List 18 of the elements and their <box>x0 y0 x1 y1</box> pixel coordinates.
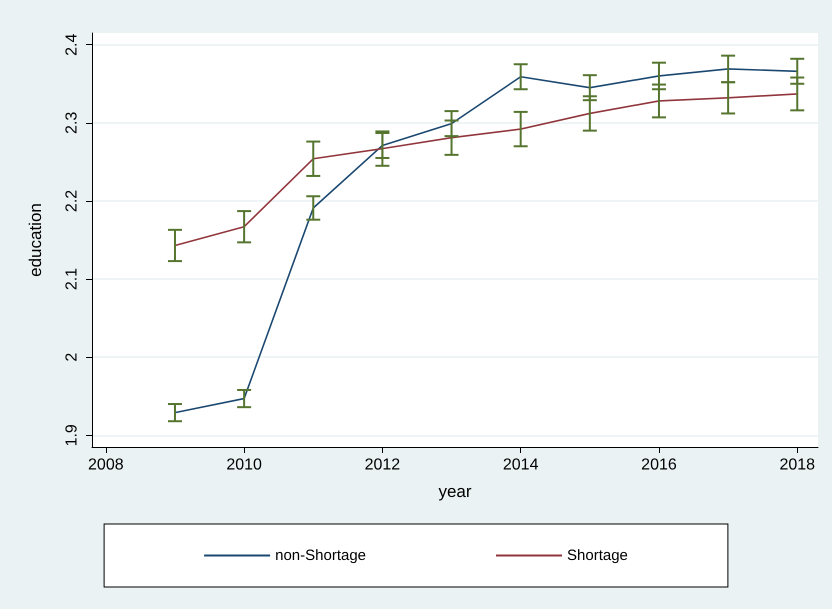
x-tick-label: 2008 <box>88 456 124 474</box>
x-tick-label: 2016 <box>641 456 677 474</box>
y-tick-label: 2.4 <box>64 34 80 56</box>
y-axis-title: education <box>26 203 45 277</box>
x-tick-label: 2018 <box>779 456 816 474</box>
y-tick-label: 2 <box>64 352 80 362</box>
legend-label: Shortage <box>567 547 628 564</box>
y-tick-label: 2.1 <box>64 268 80 290</box>
line-series <box>174 93 798 246</box>
x-tick-label: 2012 <box>364 456 400 474</box>
x-axis-title: year <box>438 482 472 501</box>
x-tick-label: 2014 <box>502 456 539 474</box>
y-tick-label: 2.3 <box>64 112 80 134</box>
line-series <box>174 68 798 414</box>
y-tick-label: 2.2 <box>64 190 80 212</box>
legend-label: non-Shortage <box>275 547 366 564</box>
y-tick-label: 1.9 <box>64 424 80 446</box>
x-tick-label: 2010 <box>226 456 262 474</box>
